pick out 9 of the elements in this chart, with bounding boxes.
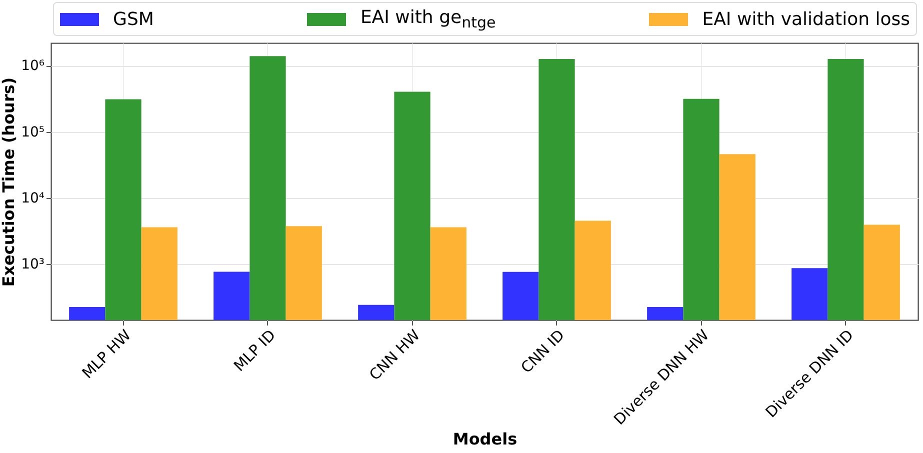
- y-tick-label: 10⁵: [21, 124, 44, 140]
- x-axis-title: Models: [452, 430, 518, 449]
- y-axis-title: Execution Time (hours): [0, 77, 18, 287]
- legend-label: EAI with validation loss: [702, 8, 910, 30]
- legend-label: EAI with ge$_{ntge}$: [360, 6, 496, 32]
- y-tick-label: 10⁴: [21, 190, 45, 206]
- y-tick-label: 10³: [21, 256, 44, 273]
- y-tick-label: 10⁶: [21, 58, 45, 74]
- legend-label: GSM: [113, 8, 154, 30]
